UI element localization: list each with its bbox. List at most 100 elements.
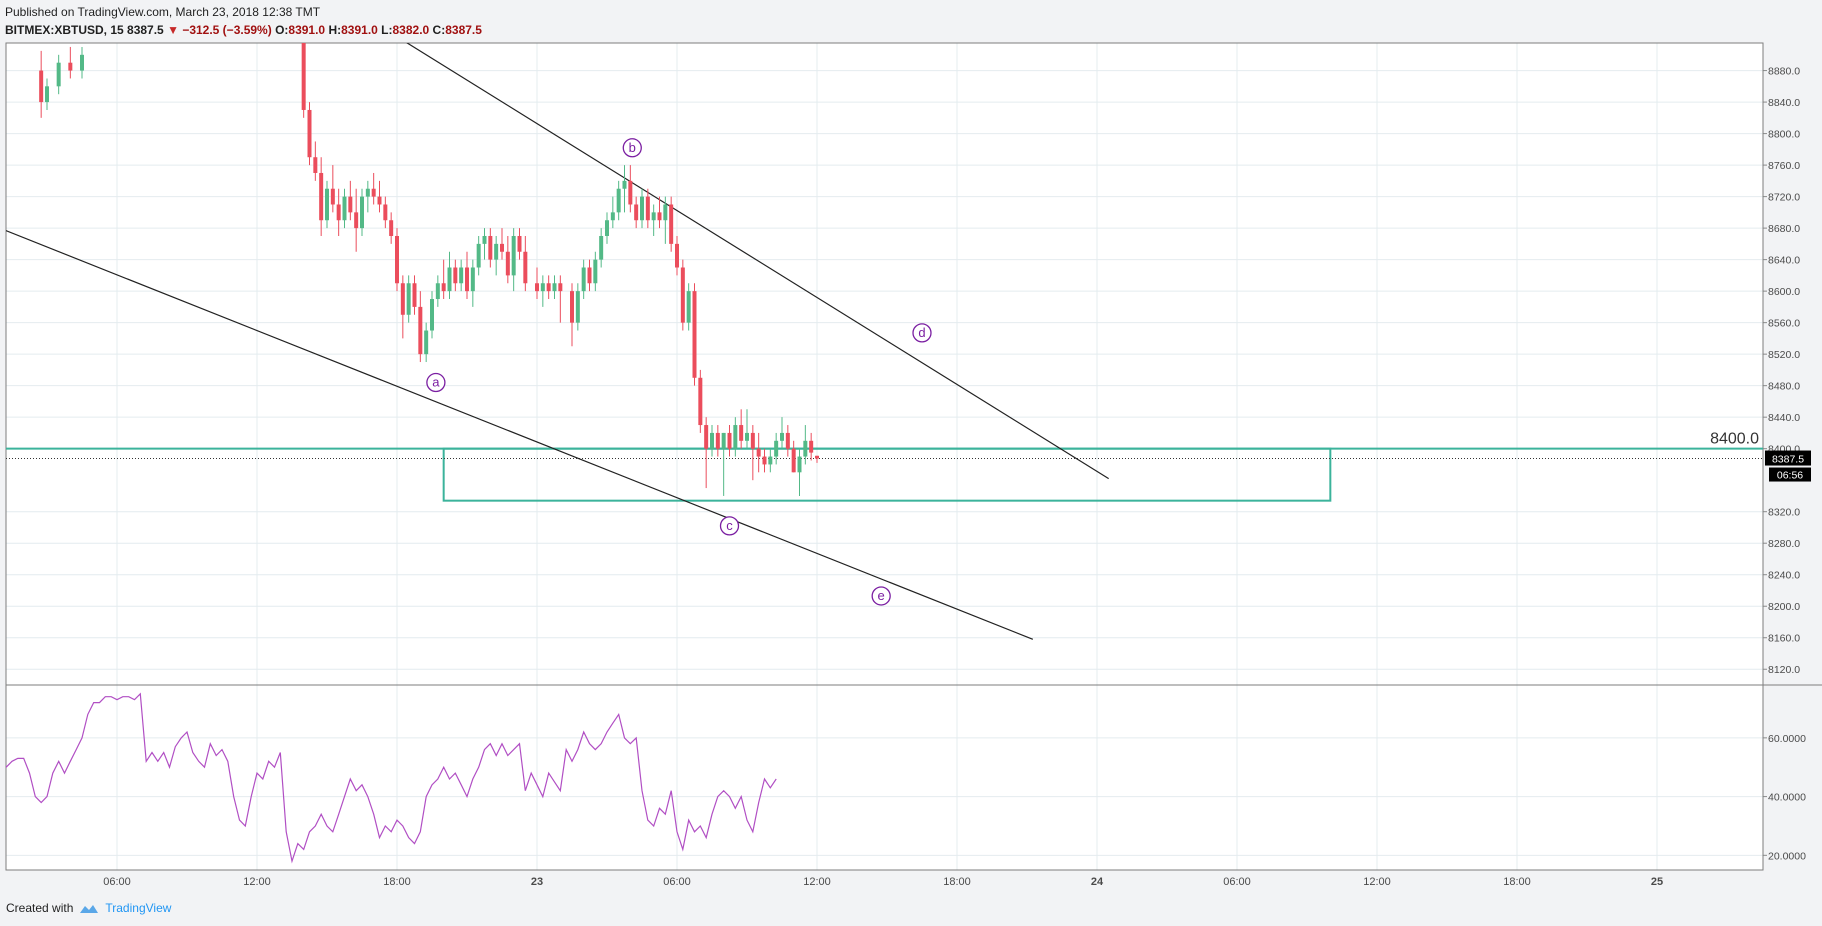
y-tick-label: 8120.0 [1768,664,1800,676]
candle-body [459,267,464,284]
candle [581,259,586,300]
candle [348,180,353,221]
y-tick-label: 8840.0 [1768,97,1800,109]
x-tick-label: 24 [1091,876,1104,888]
candle-body [575,291,580,323]
candle-body [505,251,510,276]
candle-body [733,425,738,449]
price-change: −312.5 (−3.59%) [182,23,272,37]
down-arrow-icon: ▼ [167,23,179,37]
candle [395,228,399,292]
candle-body [383,204,388,221]
candle-body [675,243,679,268]
candle-body [325,188,329,221]
candle [739,409,744,449]
candle [710,425,714,457]
candle-body [558,283,563,292]
brand-link[interactable]: TradingView [105,901,172,915]
candle-body [768,456,773,465]
candle-body [552,283,557,292]
wave-label-c: c [719,516,740,536]
candle-body [45,86,49,103]
y-tick-label: 8320.0 [1768,507,1800,519]
wave-label-text: b [629,140,636,155]
candle [330,165,335,213]
candle-body [587,267,592,284]
candle [634,196,639,229]
candle [517,228,522,260]
candle [692,283,697,386]
last-price-badge [1765,450,1811,466]
x-tick-label: 25 [1651,876,1663,888]
candle-body [721,432,726,449]
candle [780,417,784,449]
candle-body [651,212,656,221]
candle-body [727,432,732,449]
candle [342,188,347,229]
y-tick-label: 8480.0 [1768,381,1800,393]
candle [435,275,440,307]
candle [669,196,674,252]
candle [494,235,499,276]
candle-body [500,243,504,252]
candle-body [780,432,784,441]
tradingview-logo-icon [80,904,99,913]
candle-body [663,204,668,221]
high-value: 8391.0 [341,23,378,37]
candle-body [739,425,744,441]
candle-body [692,291,697,378]
candle [470,259,475,307]
candle-body [750,432,755,449]
candle [365,180,370,213]
candle-body [669,204,674,244]
symbol-line: BITMEX:XBTUSD, 15 8387.5 ▼ −312.5 (−3.59… [5,23,482,37]
candle-body [400,283,405,315]
candle [721,432,726,496]
candle [68,46,73,79]
candle [727,425,732,457]
close-label: C: [432,23,446,37]
candle [815,455,819,463]
candle-body [785,432,790,449]
candle [447,251,452,300]
x-tick-label: 23 [531,876,543,888]
candle-body [412,283,417,307]
candle-body [354,212,359,229]
osc-pane [6,692,777,864]
candle-body [616,188,621,213]
x-tick-label: 18:00 [1503,876,1531,888]
wave-label-circle [426,372,446,393]
candle [680,259,685,331]
symbol-label[interactable]: BITMEX:XBTUSD, 15 [5,23,124,37]
last-price-badge-text: 8387.5 [1772,454,1804,466]
candle [768,448,773,473]
wave-label-text: e [878,588,885,603]
y-tick-label: 8760.0 [1768,160,1800,172]
osc-tick-label: 60.0000 [1768,733,1806,745]
candle-body [301,43,306,110]
candle-body [307,109,312,158]
candle-body [803,440,808,457]
candle [500,228,504,260]
osc-tick-label: 40.0000 [1768,792,1806,804]
wave-label-text: a [432,375,440,390]
candle [459,259,464,292]
candle [389,212,394,244]
candle-body [342,196,347,221]
candle-body [745,432,749,441]
y-tick-label: 8440.0 [1768,412,1800,424]
candle-body [657,212,662,221]
candle-body [640,196,644,221]
candle [465,251,469,300]
open-label: O: [275,23,289,37]
candle-body [435,283,440,300]
candle [628,165,633,213]
candle-body [593,259,598,284]
candle [56,54,61,95]
x-tick-label: 12:00 [1363,876,1391,888]
candle [552,275,557,300]
candle [336,188,341,236]
candle [441,259,446,300]
candle-body [710,432,714,449]
